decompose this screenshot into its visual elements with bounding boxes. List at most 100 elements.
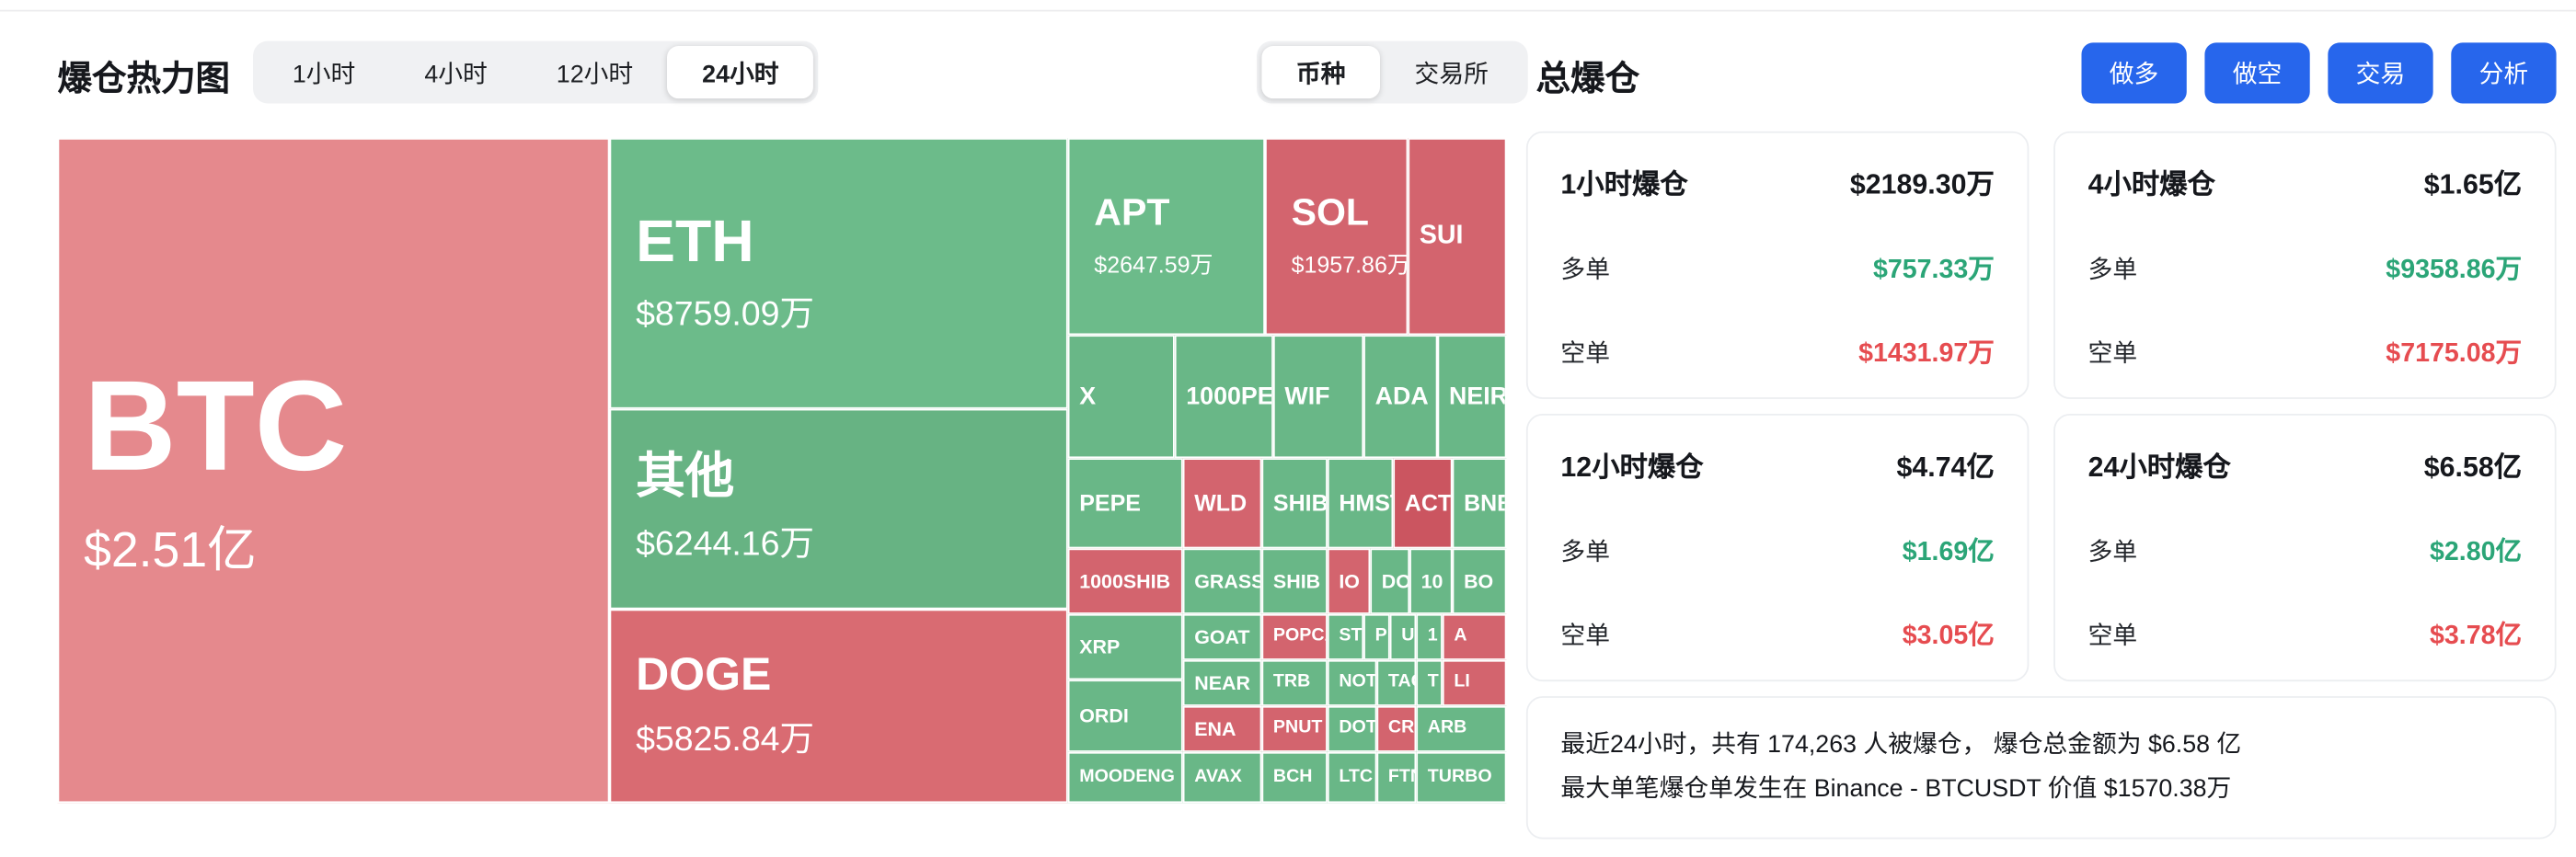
long-label: 多单 [2087,538,2138,567]
summary-card: 最近24小时，共有 174,263 人被爆仓， 爆仓总金额为 $6.58 亿 最… [1525,696,2557,840]
time-tab-12h[interactable]: 12小时 [556,60,634,88]
cell-symbol: ARB [1427,717,1467,738]
treemap-cell-sol[interactable]: SOL $1957.86万 [1264,137,1409,336]
short-label: 空单 [2087,622,2138,651]
treemap-cell-wif[interactable]: WIF [1272,335,1364,459]
analysis-button[interactable]: 分析 [2451,42,2557,104]
treemap-cell-bnb[interactable]: BNB [1452,458,1507,549]
long-button[interactable]: 做多 [2081,42,2187,104]
treemap-cell-hmstr[interactable]: HMSTR [1327,458,1394,549]
cell-symbol: FTN [1387,766,1415,786]
trade-button[interactable]: 交易 [2328,42,2433,104]
treemap-cell-1[interactable]: 1 [1416,613,1443,660]
short-value: $3.05亿 [1902,622,1995,651]
cell-symbol: XRP [1079,634,1121,658]
treemap-cell-moodeng[interactable]: MOODENG [1067,751,1183,804]
view-tab-coin[interactable]: 币种 [1261,45,1381,99]
treemap-cell-a[interactable]: A [1442,613,1507,660]
cell-symbol: ORDI [1079,703,1129,727]
cell-value: $8759.09万 [636,295,814,334]
treemap-cell-sui[interactable]: SUI [1408,137,1507,336]
treemap-cell-apt[interactable]: APT $2647.59万 [1067,137,1265,336]
treemap-cell-u[interactable]: U [1389,613,1417,660]
cell-symbol: PNUT [1272,717,1323,738]
long-value: $9358.86万 [2386,256,2523,284]
card-title: 24小时爆仓 [2087,451,2231,483]
time-tab-24h[interactable]: 24小时 [667,45,814,99]
cell-symbol: LI [1454,671,1470,692]
treemap-cell-cro[interactable]: CRO [1376,705,1417,752]
time-tab-4h[interactable]: 4小时 [424,60,488,88]
treemap-cell-arb[interactable]: ARB [1416,705,1507,752]
treemap-cell-goat[interactable]: GOAT [1182,613,1262,660]
cell-symbol: NEIRO [1448,382,1507,410]
cell-value: $1957.86万 [1291,250,1409,278]
cell-symbol: WIF [1284,382,1330,410]
treemap-cell-pepe[interactable]: PEPE [1067,458,1183,549]
treemap-cell-ftn[interactable]: FTN [1376,751,1417,804]
treemap-cell-li[interactable]: LI [1442,659,1507,706]
treemap-cell-bo[interactable]: BO [1452,548,1507,614]
cell-symbol: AVAX [1194,766,1242,786]
summary-line-1: 最近24小时，共有 174,263 人被爆仓， 爆仓总金额为 $6.58 亿 [1560,731,2242,760]
treemap-cell-wld[interactable]: WLD [1182,458,1262,549]
cell-symbol: X [1079,382,1097,410]
treemap-cell-avax[interactable]: AVAX [1182,751,1262,804]
treemap-cell-其他[interactable]: 其他 $6244.16万 [609,408,1068,610]
treemap-cell-1000shib[interactable]: 1000SHIB [1067,548,1183,614]
cell-symbol: ETH [636,207,754,275]
treemap-cell-st[interactable]: ST [1327,613,1364,660]
treemap-cell-bch[interactable]: BCH [1261,751,1328,804]
cell-value: $2.51亿 [84,523,257,578]
treemap-cell-10[interactable]: 10 [1409,548,1453,614]
treemap-cell-neiro[interactable]: NEIRO [1437,335,1507,459]
treemap-cell-ada[interactable]: ADA [1363,335,1438,459]
treemap-cell-dot[interactable]: DOT [1327,705,1377,752]
treemap-cell-t[interactable]: T [1416,659,1443,706]
treemap-cell-io[interactable]: IO [1327,548,1371,614]
treemap-cell-trb[interactable]: TRB [1261,659,1328,706]
treemap-cell-not[interactable]: NOT [1327,659,1377,706]
short-value: $3.78亿 [2429,622,2523,651]
treemap-cell-xrp[interactable]: XRP [1067,613,1183,680]
treemap-cell-eth[interactable]: ETH $8759.09万 [609,137,1068,409]
time-tab-1h[interactable]: 1小时 [292,60,356,88]
top-divider [0,9,2576,12]
summary-line-2: 最大单笔爆仓单发生在 Binance - BTCUSDT 价值 $1570.38… [1560,773,2232,803]
long-label: 多单 [1560,256,1611,284]
short-value: $1431.97万 [1858,339,1995,368]
treemap-cell-1000pepe[interactable]: 1000PEPE [1174,335,1273,459]
treemap-cell-near[interactable]: NEAR [1182,659,1262,706]
stats-card-4h: 4小时爆仓 $1.65亿 多单 $9358.86万 空单 $7175.08万 [2053,131,2557,399]
short-label: 空单 [2087,339,2138,368]
treemap-cell-grass[interactable]: GRASS [1182,548,1262,614]
treemap-cell-x[interactable]: X [1067,335,1175,459]
treemap-cell-pnut[interactable]: PNUT [1261,705,1328,752]
treemap-cell-do[interactable]: DO [1370,548,1410,614]
short-button[interactable]: 做空 [2204,42,2310,104]
treemap-cell-tao[interactable]: TAO [1376,659,1417,706]
treemap-cell-doge[interactable]: DOGE $5825.84万 [609,609,1068,804]
treemap-cell-ordi[interactable]: ORDI [1067,680,1183,752]
treemap-cell-p[interactable]: P [1363,613,1390,660]
cell-symbol: DOGE [636,647,772,700]
cell-value: $2647.59万 [1094,250,1213,278]
card-total-value: $1.65亿 [2423,168,2523,200]
cell-symbol: TRB [1272,671,1311,692]
treemap-cell-act[interactable]: ACT [1393,458,1453,549]
cell-symbol: SHIB [1272,489,1328,516]
treemap-cell-ltc[interactable]: LTC [1327,751,1377,804]
view-tab-exchange[interactable]: 交易所 [1414,60,1489,88]
cell-symbol: SOL [1291,190,1370,234]
treemap-cell-ena[interactable]: ENA [1182,705,1262,752]
treemap-cell-popcat[interactable]: POPCAT [1261,613,1328,660]
cell-symbol: SUI [1419,221,1464,249]
card-title: 4小时爆仓 [2087,168,2215,200]
total-liquidation-title: 总爆仓 [1535,61,1640,99]
treemap-cell-shib[interactable]: SHIB [1261,548,1328,614]
short-label: 空单 [1560,339,1611,368]
cell-symbol: 其他 [636,449,735,504]
treemap-cell-btc[interactable]: BTC $2.51亿 [57,137,610,804]
treemap-cell-turbo[interactable]: TURBO [1416,751,1507,804]
treemap-cell-shib[interactable]: SHIB [1261,458,1328,549]
